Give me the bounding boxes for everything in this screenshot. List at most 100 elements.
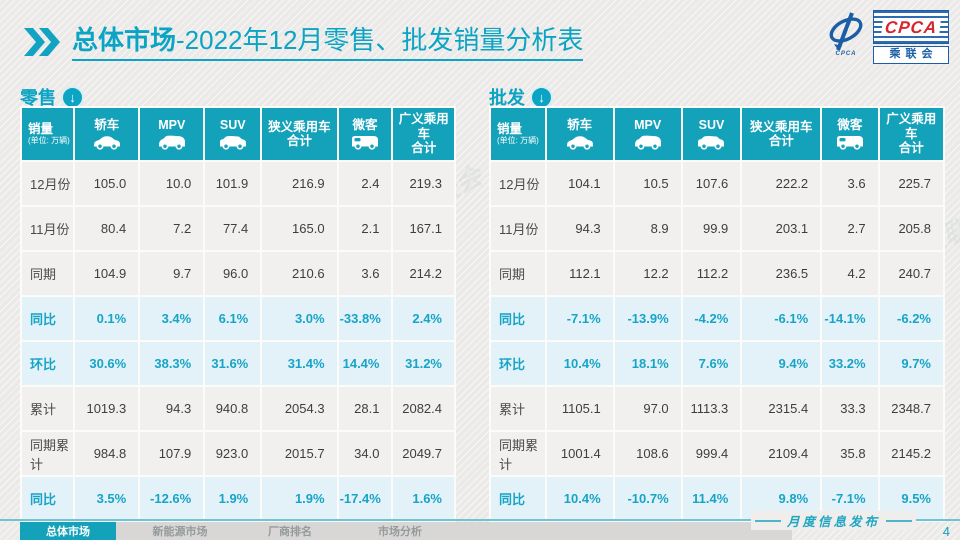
value-cell: 31.6% (205, 342, 261, 385)
value-cell: 2.1 (338, 207, 392, 250)
value-cell: 34.0 (338, 432, 392, 475)
value-cell: 94.3 (140, 387, 204, 430)
value-cell: 219.3 (393, 162, 454, 205)
row-label: 11月份 (491, 207, 545, 250)
value-cell: 1.6% (393, 477, 454, 520)
page-title-highlight: 总体市场 (72, 25, 177, 55)
row-label: 同比 (491, 297, 545, 340)
column-header-label: SUV (219, 118, 246, 133)
column-header-label: 狭义乘用车 (268, 119, 331, 134)
header-row: 销量 (单位: 万辆) 轿车 MPV SUV 狭义乘用车 合计 微客 广义乘用车 合计 (22, 108, 454, 160)
column-header-4: 狭义乘用车 合计 (262, 108, 337, 160)
value-cell: 107.9 (140, 432, 204, 475)
column-header-2: MPV (140, 108, 204, 160)
value-cell: 10.4% (546, 477, 613, 520)
column-header-0: 销量 (单位: 万辆) (22, 108, 74, 160)
column-header-2: MPV (614, 108, 681, 160)
value-cell: -14.1% (822, 297, 878, 340)
table-row: 11月份 80.4 7.2 77.4 165.0 2.1 167.1 (22, 207, 454, 250)
retail-label: 零售 (20, 88, 56, 108)
column-header-unit: (单位: 万辆) (28, 135, 70, 145)
value-cell: 2.4% (393, 297, 454, 340)
column-header-1: 轿车 (75, 108, 139, 160)
value-cell: 2082.4 (393, 387, 454, 430)
table-row: 同比 -7.1% -13.9% -4.2% -6.1% -14.1% -6.2% (491, 297, 943, 340)
sedan-icon (565, 135, 595, 150)
footer-tab-2[interactable]: 厂商排名 (268, 526, 312, 538)
logo-sub-text: 乘联会 (873, 46, 949, 64)
value-cell: 203.1 (742, 207, 821, 250)
value-cell: 222.2 (742, 162, 821, 205)
row-label: 11月份 (22, 207, 74, 250)
value-cell: 104.1 (546, 162, 613, 205)
value-cell: 112.2 (682, 252, 741, 295)
column-header-label: MPV (634, 118, 662, 133)
value-cell: -6.1% (742, 297, 821, 340)
value-cell: 94.3 (546, 207, 613, 250)
double-chevron-icon (24, 28, 64, 61)
value-cell: 3.6 (822, 162, 878, 205)
value-cell: 104.9 (75, 252, 139, 295)
table-row: 12月份 105.0 10.0 101.9 216.9 2.4 219.3 (22, 162, 454, 205)
value-cell: 2054.3 (262, 387, 337, 430)
row-label: 环比 (491, 342, 545, 385)
value-cell: 35.8 (822, 432, 878, 475)
microvan-icon (835, 135, 865, 150)
value-cell: 923.0 (205, 432, 261, 475)
dash-line (754, 519, 781, 522)
value-cell: -17.4% (338, 477, 392, 520)
value-cell: -4.2% (682, 297, 741, 340)
logo-main-text: CPCA (881, 18, 941, 37)
column-header-label: 微客 (837, 118, 863, 133)
value-cell: 9.7% (879, 342, 943, 385)
value-cell: 3.0% (262, 297, 337, 340)
value-cell: 10.5 (614, 162, 681, 205)
column-header-label-2: 合计 (898, 141, 924, 156)
value-cell: 999.4 (682, 432, 741, 475)
footer-tab-0[interactable]: 总体市场 (20, 522, 116, 540)
column-header-label: 广义乘用车 (886, 112, 937, 141)
value-cell: 3.6 (338, 252, 392, 295)
row-label: 12月份 (491, 162, 545, 205)
value-cell: 4.2 (822, 252, 878, 295)
value-cell: 101.9 (205, 162, 261, 205)
table-row: 环比 30.6% 38.3% 31.6% 31.4% 14.4% 31.2% (22, 342, 454, 385)
column-header-4: 狭义乘用车 合计 (742, 108, 821, 160)
logo-small-text: CPCA (835, 51, 857, 57)
table-row: 11月份 94.3 8.9 99.9 203.1 2.7 205.8 (491, 207, 943, 250)
wholesale-table-container: 销量 (单位: 万辆) 轿车 MPV SUV 狭义乘用车 合计 微客 广义乘用车 合计 12月份 10… (489, 106, 945, 522)
column-header-label: 销量 (497, 121, 523, 136)
value-cell: 2.4 (338, 162, 392, 205)
page-title-rest: -2022年12月零售、批发销量分析表 (176, 25, 584, 55)
logo-box: CPCA (873, 10, 949, 45)
header-row: 销量 (单位: 万辆) 轿车 MPV SUV 狭义乘用车 合计 微客 广义乘用车 合计 (491, 108, 943, 160)
value-cell: 1001.4 (546, 432, 613, 475)
release-note: 月度信息发布 (750, 511, 916, 530)
value-cell: -10.7% (614, 477, 681, 520)
value-cell: 18.1% (614, 342, 681, 385)
value-cell: 1113.3 (682, 387, 741, 430)
value-cell: 216.9 (262, 162, 337, 205)
logo-text-block: CPCA 乘联会 (873, 10, 949, 64)
value-cell: 12.2 (614, 252, 681, 295)
cpca-logo: CPCA CPCA 乘联会 (822, 8, 950, 66)
footer-tab-3[interactable]: 市场分析 (378, 526, 422, 538)
value-cell: -33.8% (338, 297, 392, 340)
value-cell: 11.4% (682, 477, 741, 520)
row-label: 12月份 (22, 162, 74, 205)
section-label-wholesale: 批发 ↓ (489, 84, 553, 110)
mpv-icon (157, 135, 187, 150)
footer-tab-1[interactable]: 新能源市场 (152, 526, 208, 538)
table-row: 环比 10.4% 18.1% 7.6% 9.4% 33.2% 9.7% (491, 342, 943, 385)
wholesale-table: 销量 (单位: 万辆) 轿车 MPV SUV 狭义乘用车 合计 微客 广义乘用车 合计 12月份 10… (489, 106, 945, 522)
value-cell: 3.4% (140, 297, 204, 340)
value-cell: 210.6 (262, 252, 337, 295)
table-row: 12月份 104.1 10.5 107.6 222.2 3.6 225.7 (491, 162, 943, 205)
value-cell: 9.7 (140, 252, 204, 295)
column-header-3: SUV (682, 108, 741, 160)
value-cell: 7.2 (140, 207, 204, 250)
value-cell: 80.4 (75, 207, 139, 250)
value-cell: 1.9% (205, 477, 261, 520)
value-cell: 107.6 (682, 162, 741, 205)
table-row: 同比 3.5% -12.6% 1.9% 1.9% -17.4% 1.6% (22, 477, 454, 520)
